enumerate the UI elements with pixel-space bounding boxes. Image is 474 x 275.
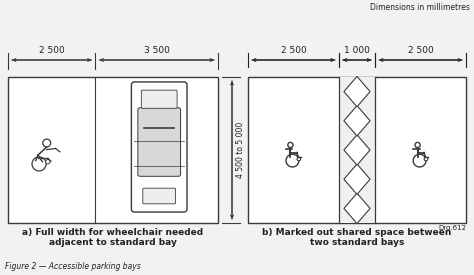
Circle shape <box>32 157 46 171</box>
Polygon shape <box>344 135 370 165</box>
Circle shape <box>415 142 420 148</box>
Text: Drg.612: Drg.612 <box>438 225 466 231</box>
Circle shape <box>413 154 426 167</box>
Bar <box>8 77 218 223</box>
Text: 2 500: 2 500 <box>408 46 433 55</box>
Circle shape <box>288 142 293 148</box>
Bar <box>248 77 466 223</box>
Polygon shape <box>344 164 370 194</box>
Polygon shape <box>344 193 370 224</box>
Circle shape <box>43 139 51 147</box>
Text: 2 500: 2 500 <box>39 46 64 55</box>
Text: Dimensions in millimetres: Dimensions in millimetres <box>370 3 470 12</box>
Polygon shape <box>344 106 370 136</box>
FancyBboxPatch shape <box>138 108 181 176</box>
FancyBboxPatch shape <box>141 90 177 108</box>
Circle shape <box>297 157 301 161</box>
Text: a) Full width for wheelchair needed
adjacent to standard bay: a) Full width for wheelchair needed adja… <box>22 228 203 248</box>
Text: 1 000: 1 000 <box>344 46 370 55</box>
FancyBboxPatch shape <box>131 82 187 212</box>
Text: 3 500: 3 500 <box>144 46 170 55</box>
Text: b) Marked out shared space between
two standard bays: b) Marked out shared space between two s… <box>262 228 452 248</box>
Circle shape <box>424 157 428 161</box>
Circle shape <box>286 154 299 167</box>
Bar <box>339 77 375 223</box>
Text: 4 500 to 5 000: 4 500 to 5 000 <box>236 122 245 178</box>
Text: Figure 2 — Accessible parking bays: Figure 2 — Accessible parking bays <box>5 262 141 271</box>
FancyBboxPatch shape <box>143 188 175 204</box>
Text: 2 500: 2 500 <box>281 46 306 55</box>
Circle shape <box>46 160 50 164</box>
Polygon shape <box>344 76 370 107</box>
